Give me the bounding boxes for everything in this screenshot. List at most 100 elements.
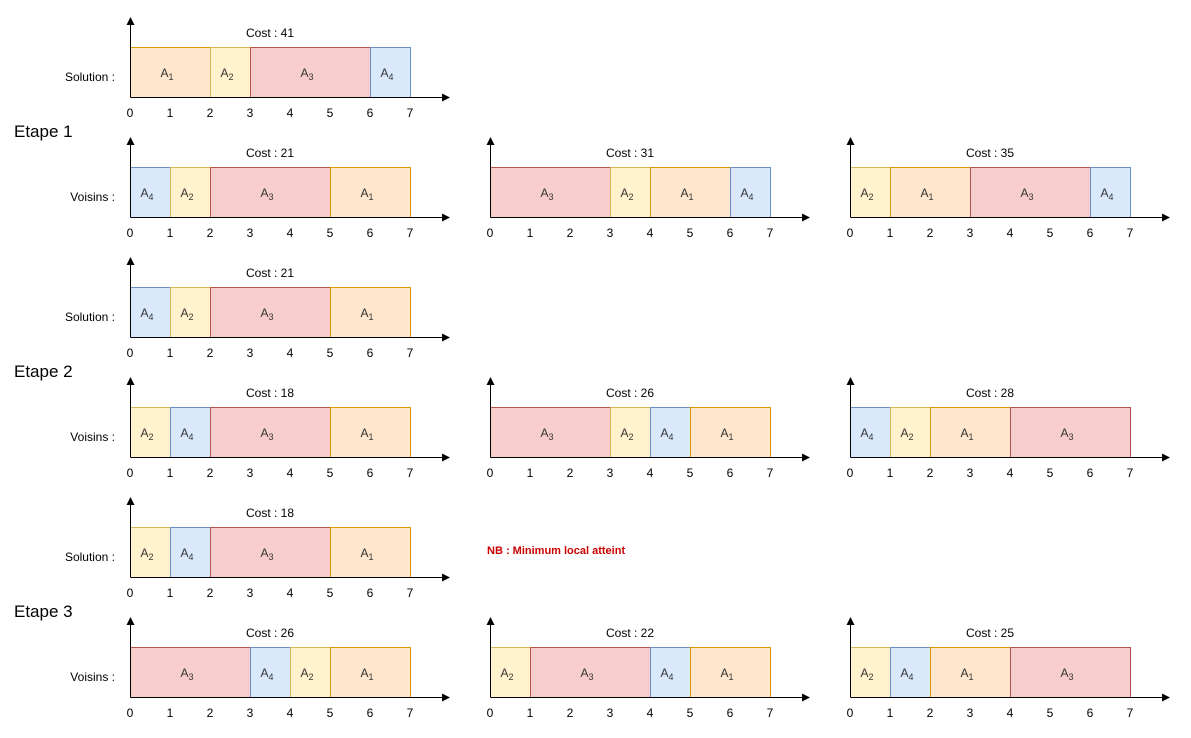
tick-label: 0 <box>847 706 854 720</box>
tick-label: 2 <box>567 466 574 480</box>
task-label: A3 <box>1020 186 1033 202</box>
tick-label: 0 <box>847 226 854 240</box>
gantt-chart: Cost : 21 A4 A2 A3 A1 0 1 2 3 4 5 6 7 <box>126 137 470 257</box>
tick-label: 0 <box>127 466 134 480</box>
tick-label: 4 <box>647 466 654 480</box>
task-bar-a2 <box>290 647 331 698</box>
task-bar-a1 <box>930 647 1011 698</box>
x-axis-arrow-icon <box>802 213 810 222</box>
x-axis-arrow-icon <box>442 453 450 462</box>
task-label: A3 <box>180 666 193 682</box>
cost-label: Cost : 25 <box>965 626 1015 640</box>
task-bar-a2 <box>850 167 891 218</box>
tick-label: 5 <box>1047 706 1054 720</box>
task-label: A2 <box>860 666 873 682</box>
task-bar-a3 <box>130 647 251 698</box>
tick-label: 0 <box>487 226 494 240</box>
task-label: A1 <box>160 66 173 82</box>
tick-label: 7 <box>407 466 414 480</box>
task-bar-a4 <box>250 647 291 698</box>
gantt-chart: Cost : 22 A2 A3 A4 A1 0 1 2 3 4 5 6 7 <box>486 617 830 737</box>
task-label: A2 <box>140 426 153 442</box>
x-axis-arrow-icon <box>1162 213 1170 222</box>
row-label: Voisins : <box>70 430 115 444</box>
task-label: A2 <box>860 186 873 202</box>
y-axis-arrow-icon <box>486 617 495 625</box>
tick-label: 1 <box>167 586 174 600</box>
tick-label: 2 <box>207 226 214 240</box>
task-label: A4 <box>260 666 273 682</box>
task-label: A4 <box>380 66 393 82</box>
tick-label: 0 <box>127 706 134 720</box>
tick-label: 6 <box>367 106 374 120</box>
gantt-svg: A3 A2 A4 A1 0 1 2 3 4 5 6 7 <box>486 377 810 480</box>
cost-label: Cost : 21 <box>245 146 295 160</box>
task-label: A4 <box>660 426 673 442</box>
tick-label: 5 <box>687 466 694 480</box>
tick-label: 4 <box>287 346 294 360</box>
task-label: A3 <box>1060 426 1073 442</box>
task-label: A1 <box>360 546 373 562</box>
gantt-svg: A2 A4 A1 A3 0 1 2 3 4 5 6 7 <box>846 617 1170 720</box>
gantt-chart: Cost : 21 A4 A2 A3 A1 0 1 2 3 4 5 6 7 <box>126 257 470 377</box>
tick-label: 1 <box>167 466 174 480</box>
cost-label: Cost : 31 <box>605 146 655 160</box>
tick-label: 4 <box>1007 706 1014 720</box>
tick-label: 2 <box>207 706 214 720</box>
tick-label: 4 <box>647 706 654 720</box>
task-label: A2 <box>180 306 193 322</box>
y-axis-arrow-icon <box>126 17 135 25</box>
task-bar-a3 <box>210 287 331 338</box>
tick-label: 2 <box>207 466 214 480</box>
gantt-svg: A3 A4 A2 A1 0 1 2 3 4 5 6 7 <box>126 617 450 720</box>
tick-label: 0 <box>487 706 494 720</box>
tick-label: 3 <box>247 706 254 720</box>
tick-label: 6 <box>1087 706 1094 720</box>
task-label: A3 <box>540 186 553 202</box>
tick-label: 7 <box>407 346 414 360</box>
y-axis-arrow-icon <box>126 617 135 625</box>
y-axis-arrow-icon <box>486 377 495 385</box>
tick-label: 7 <box>1127 466 1134 480</box>
x-axis-arrow-icon <box>802 453 810 462</box>
tick-label: 7 <box>407 226 414 240</box>
gantt-chart: Cost : 28 A4 A2 A1 A3 0 1 2 3 4 5 6 7 <box>846 377 1190 497</box>
tick-label: 5 <box>327 706 334 720</box>
task-label: A4 <box>180 546 193 562</box>
row-label: Solution : <box>64 310 115 324</box>
y-axis-arrow-icon <box>846 137 855 145</box>
step-title: Etape 3 <box>14 602 73 621</box>
task-label: A2 <box>300 666 313 682</box>
task-label: A2 <box>140 546 153 562</box>
gantt-svg: A3 A2 A1 A4 0 1 2 3 4 5 6 7 <box>486 137 810 240</box>
task-bar-a3 <box>530 647 651 698</box>
gantt-svg: A4 A2 A1 A3 0 1 2 3 4 5 6 7 <box>846 377 1170 480</box>
tick-label: 3 <box>607 226 614 240</box>
cost-label: Cost : 22 <box>605 626 655 640</box>
gantt-chart: Cost : 25 A2 A4 A1 A3 0 1 2 3 4 5 6 7 <box>846 617 1190 737</box>
tick-label: 1 <box>167 226 174 240</box>
tick-label: 3 <box>607 706 614 720</box>
tick-label: 1 <box>527 226 534 240</box>
task-label: A3 <box>1060 666 1073 682</box>
task-label: A2 <box>900 426 913 442</box>
tick-label: 1 <box>527 706 534 720</box>
tick-label: 4 <box>287 586 294 600</box>
row-label: Voisins : <box>70 190 115 204</box>
x-axis-arrow-icon <box>442 93 450 102</box>
task-label: A4 <box>140 186 153 202</box>
tick-label: 5 <box>687 226 694 240</box>
task-label: A1 <box>960 666 973 682</box>
task-label: A1 <box>720 666 733 682</box>
tick-label: 6 <box>1087 226 1094 240</box>
tick-label: 4 <box>287 226 294 240</box>
task-bar-a3 <box>1010 647 1131 698</box>
tick-label: 2 <box>207 346 214 360</box>
x-axis-arrow-icon <box>442 693 450 702</box>
tick-label: 5 <box>327 466 334 480</box>
task-bar-a4 <box>650 407 691 458</box>
tick-label: 3 <box>247 466 254 480</box>
task-label: A1 <box>360 666 373 682</box>
task-label: A1 <box>360 186 373 202</box>
